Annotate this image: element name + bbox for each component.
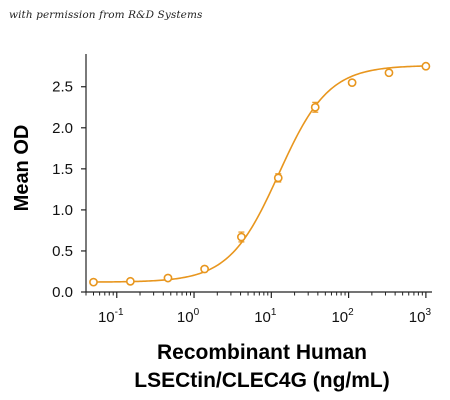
y-axis-title: Mean OD: [11, 125, 33, 212]
x-tick-label: 103: [409, 307, 432, 326]
x-tick-label: 10-1: [98, 307, 124, 326]
axes: [81, 54, 432, 298]
fit-curve: [93, 65, 426, 283]
y-tick-label: 0.5: [52, 243, 73, 260]
x-tick-label: 100: [177, 307, 200, 326]
y-tick-label: 1.5: [52, 161, 73, 178]
credit-text: with permission from R&D Systems: [9, 9, 203, 21]
data-point: [163, 273, 173, 283]
y-tick-label: 2.0: [52, 120, 73, 137]
fit-curve-path: [93, 65, 426, 283]
x-axis-title-line1: Recombinant Human: [157, 341, 367, 364]
data-point: [310, 102, 320, 112]
x-tick-label: 102: [331, 307, 354, 326]
data-point: [421, 61, 431, 71]
data-point: [125, 276, 135, 286]
data-point: [384, 68, 394, 78]
data-point: [200, 264, 210, 274]
tick-labels: 0.0 0.5 1.0 1.5 2.0 2.5 10-1 100 101 102 103: [52, 79, 431, 326]
data-points: [89, 61, 431, 287]
x-tick-label: 101: [254, 307, 277, 326]
data-point: [347, 78, 357, 88]
y-tick-label: 2.5: [52, 79, 73, 96]
data-point: [273, 173, 283, 183]
data-point: [89, 277, 98, 287]
y-tick-label: 1.0: [52, 202, 73, 219]
data-point: [236, 232, 246, 242]
y-tick-label: 0.0: [52, 284, 73, 301]
x-axis-title-line2: LSECtin/CLEC4G (ng/mL): [134, 369, 390, 392]
